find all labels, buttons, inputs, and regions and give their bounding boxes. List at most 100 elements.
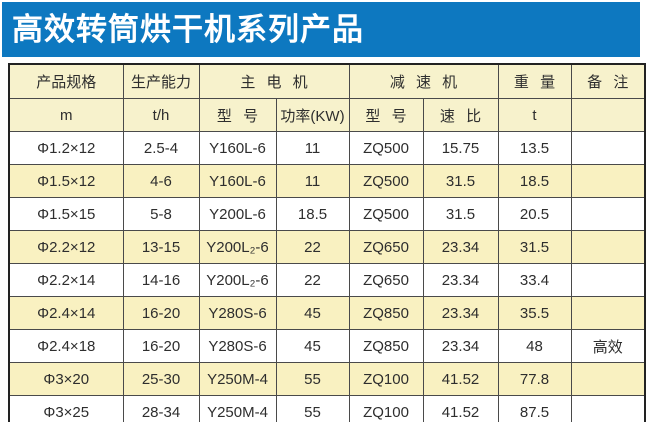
table-cell: Y160L-6 [198,131,277,165]
table-cell: 45 [275,329,350,363]
table-cell: ZQ850 [348,296,424,330]
table-cell: 11 [275,164,350,198]
table-row: Φ2.2×12 13-15 Y200L₂-6 22 ZQ650 23.34 31.5 [8,230,646,264]
table-cell: ZQ650 [348,263,424,297]
table-cell: 41.52 [422,362,499,396]
unit-th: t/h [122,98,200,132]
table-cell: 23.34 [422,263,499,297]
header-capacity: 生产能力 [122,63,200,99]
table-cell [570,131,646,165]
header-main-motor: 主 电 机 [198,63,350,99]
table-body: Φ1.2×12 2.5-4 Y160L-6 11 ZQ500 15.75 13.5 Φ1.5×… [8,131,646,422]
table-cell: 35.5 [497,296,572,330]
table-cell [570,362,646,396]
header-product-spec: 产品规格 [8,63,124,99]
table-cell: Y200L-6 [198,197,277,231]
table-cell: 77.8 [497,362,572,396]
table-cell: 28-34 [122,395,200,422]
table-cell: 5-8 [122,197,200,231]
table-cell: 55 [275,362,350,396]
table-cell: Φ2.4×18 [8,329,124,363]
table-cell [570,197,646,231]
header-unit-row: m t/h 型 号 功率(KW) 型 号 速 比 t [8,98,646,132]
table-cell: 13-15 [122,230,200,264]
table-cell [570,395,646,422]
table-cell: 4-6 [122,164,200,198]
table-cell: 55 [275,395,350,422]
table-header: 产品规格 生产能力 主 电 机 减 速 机 重 量 备 注 m t/h 型 号 … [8,63,646,132]
table-row: Φ2.2×14 14-16 Y200L₂-6 22 ZQ650 23.34 33.4 [8,263,646,297]
table-cell: Φ2.2×12 [8,230,124,264]
table-cell: 13.5 [497,131,572,165]
table-cell: 20.5 [497,197,572,231]
table-cell: Y250M-4 [198,362,277,396]
unit-speed-ratio: 速 比 [422,98,499,132]
table-cell: 11 [275,131,350,165]
table-cell: 16-20 [122,329,200,363]
table-cell: 2.5-4 [122,131,200,165]
table-cell: Φ3×20 [8,362,124,396]
table-row: Φ1.5×15 5-8 Y200L-6 18.5 ZQ500 31.5 20.5 [8,197,646,231]
table-cell: 23.34 [422,230,499,264]
table-row: Φ3×25 28-34 Y250M-4 55 ZQ100 41.52 87.5 [8,395,646,422]
header-remarks: 备 注 [570,63,646,99]
table-cell [570,263,646,297]
table-cell [570,230,646,264]
table-cell: 48 [497,329,572,363]
table-cell: Φ1.2×12 [8,131,124,165]
table-cell: 23.34 [422,329,499,363]
table-cell: ZQ850 [348,329,424,363]
table-cell: 18.5 [497,164,572,198]
table-cell: Y250M-4 [198,395,277,422]
table-cell: 45 [275,296,350,330]
table-cell: 87.5 [497,395,572,422]
table-cell: 41.52 [422,395,499,422]
table-cell: Y160L-6 [198,164,277,198]
table-cell: ZQ100 [348,395,424,422]
table-cell: Φ1.5×12 [8,164,124,198]
table-cell: 31.5 [422,164,499,198]
table-cell: 22 [275,230,350,264]
table-cell: Y280S-6 [198,329,277,363]
table-cell: 23.34 [422,296,499,330]
table-cell: ZQ100 [348,362,424,396]
product-spec-table: 产品规格 生产能力 主 电 机 减 速 机 重 量 备 注 m t/h 型 号 … [8,63,646,422]
table-row: Φ1.5×12 4-6 Y160L-6 11 ZQ500 31.5 18.5 [8,164,646,198]
table-cell: ZQ500 [348,131,424,165]
table-row: Φ1.2×12 2.5-4 Y160L-6 11 ZQ500 15.75 13.5 [8,131,646,165]
spec-table-container: 产品规格 生产能力 主 电 机 减 速 机 重 量 备 注 m t/h 型 号 … [8,63,646,422]
table-cell: 16-20 [122,296,200,330]
table-cell: 高效 [570,329,646,363]
table-cell: 14-16 [122,263,200,297]
unit-remarks-empty [570,98,646,132]
table-cell: ZQ500 [348,197,424,231]
table-cell [570,296,646,330]
table-cell: 18.5 [275,197,350,231]
table-row: Φ3×20 25-30 Y250M-4 55 ZQ100 41.52 77.8 [8,362,646,396]
header-group-row: 产品规格 生产能力 主 电 机 减 速 机 重 量 备 注 [8,63,646,99]
table-cell: Φ3×25 [8,395,124,422]
table-cell: 15.75 [422,131,499,165]
page-title: 高效转筒烘干机系列产品 [12,12,364,47]
table-row: Φ2.4×18 16-20 Y280S-6 45 ZQ850 23.34 48 高效 [8,329,646,363]
header-reducer: 减 速 机 [348,63,499,99]
table-cell: ZQ650 [348,230,424,264]
table-cell: Φ2.2×14 [8,263,124,297]
table-cell: 31.5 [422,197,499,231]
table-cell: Y280S-6 [198,296,277,330]
header-weight: 重 量 [497,63,572,99]
unit-t: t [497,98,572,132]
table-cell: 25-30 [122,362,200,396]
table-cell: Y200L₂-6 [198,230,277,264]
table-cell [570,164,646,198]
table-cell: 33.4 [497,263,572,297]
unit-m: m [8,98,124,132]
table-cell: Y200L₂-6 [198,263,277,297]
table-cell: 31.5 [497,230,572,264]
table-cell: ZQ500 [348,164,424,198]
table-cell: Φ2.4×14 [8,296,124,330]
title-bar: 高效转筒烘干机系列产品 [2,2,640,57]
unit-motor-model: 型 号 [198,98,277,132]
unit-power-kw: 功率(KW) [275,98,350,132]
